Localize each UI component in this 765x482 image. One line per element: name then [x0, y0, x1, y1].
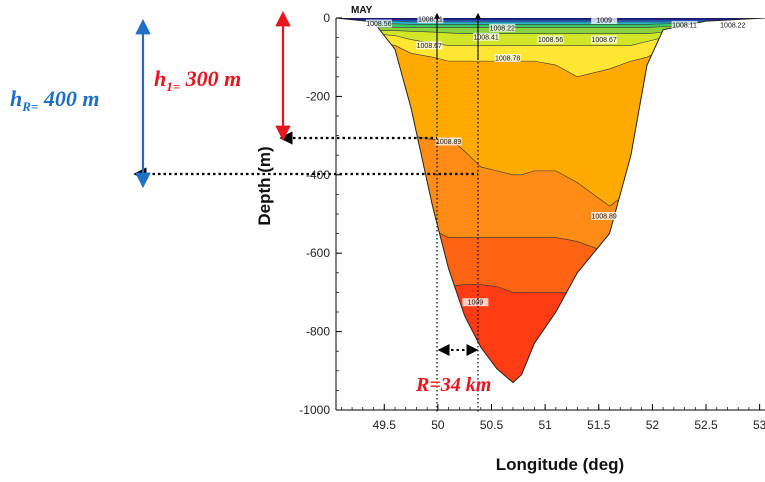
- contour-label: 1008.78: [495, 55, 520, 62]
- contour-label-bg: [489, 23, 516, 32]
- y-tick-label: -200: [306, 89, 330, 103]
- contour-label: 1009: [596, 17, 612, 24]
- contour-label: 1008.67: [591, 37, 616, 44]
- contour-label-bg: [435, 137, 462, 146]
- x-tick-label: 52.5: [694, 418, 718, 432]
- contour-label: 1008.89: [436, 139, 461, 146]
- y-axis-title: Depth (m): [255, 146, 274, 225]
- contour-label-bg: [719, 21, 746, 30]
- contour-band: [336, 24, 765, 34]
- radius-label: R=34 km: [415, 374, 491, 396]
- contour-label-bg: [462, 298, 489, 307]
- isoline: [336, 31, 765, 46]
- contour-label: 1008.22: [490, 25, 515, 32]
- x-tick-label: 49.5: [373, 418, 397, 432]
- y-tick-label: -800: [306, 325, 330, 339]
- hr-annotation: hR= 400 m: [10, 18, 151, 189]
- depth-guides: [133, 12, 481, 413]
- contour-label: 1008.41: [473, 34, 498, 41]
- contour-label-bg: [537, 35, 564, 44]
- contour-label: 1008.67: [417, 43, 442, 50]
- contour-label-bg: [591, 35, 618, 44]
- x-axis-title: Longitude (deg): [496, 455, 624, 474]
- contour-label-bg: [671, 21, 698, 30]
- contour-label-bg: [365, 19, 392, 28]
- x-tick-label: 50: [431, 418, 445, 432]
- contour-label-bg: [416, 41, 443, 50]
- x-tick-label: 52: [646, 418, 660, 432]
- contour-label-bg: [473, 32, 500, 41]
- y-tick-label: -1000: [299, 403, 330, 417]
- h1-annotation: h1= 300 m: [154, 10, 291, 142]
- contour-label: 1008.56: [366, 21, 391, 28]
- contour-label: 1008.11: [672, 23, 697, 30]
- x-tick-label: 51: [538, 418, 552, 432]
- contour-label-bg: [494, 53, 521, 62]
- contour-band: [336, 21, 765, 28]
- y-tick-label: 0: [323, 11, 330, 25]
- contour-labels: 1008.56 1008.11 1008.67 1008.41 1008.22 1008.…: [365, 15, 746, 307]
- isoline: [336, 27, 765, 34]
- x-tick-label: 51.5: [587, 418, 611, 432]
- contour-label-bg: [591, 15, 618, 24]
- hr-label: hR= 400 m: [10, 86, 99, 114]
- contour-label: 1008.11: [418, 17, 443, 24]
- basin-outline: [336, 18, 765, 384]
- contour-label-bg: [417, 15, 444, 24]
- isoline: [336, 21, 765, 25]
- contour-fill-layer: [336, 18, 765, 384]
- panel-title: MAY: [351, 5, 373, 16]
- isoline: [336, 23, 765, 28]
- h1-label: h1= 300 m: [154, 66, 241, 94]
- contour-label: 1009: [468, 300, 484, 307]
- x-tick-label: 53: [753, 418, 765, 432]
- isoline: [336, 20, 765, 23]
- contour-label: 1008.56: [538, 37, 563, 44]
- contour-label: 1008.22: [720, 23, 745, 30]
- x-tick-label: 50.5: [480, 418, 504, 432]
- contour-label: 1008.89: [591, 213, 616, 220]
- y-tick-label: -600: [306, 246, 330, 260]
- contour-label-bg: [591, 211, 618, 220]
